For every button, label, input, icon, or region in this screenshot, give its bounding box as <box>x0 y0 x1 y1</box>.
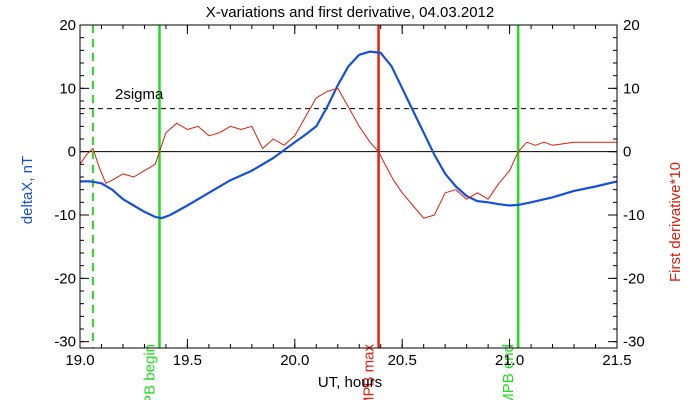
x-tick-label: 19.0 <box>65 352 94 369</box>
plot-frame <box>79 24 618 349</box>
y-tick-label-right: -10 <box>623 207 645 224</box>
axes-layer: 19.0 19.5 20.0 20.5 21.0 21.5 20 20 10 10 0 0 -10 -10… <box>54 17 644 369</box>
plot-layer <box>80 108 617 153</box>
x-tick-label: 20.5 <box>388 352 417 369</box>
marker-label: MPB begin <box>141 344 158 400</box>
y-tick-label-left: -10 <box>54 207 76 224</box>
x-tick-label: 20.0 <box>280 352 309 369</box>
marker-layer: MPB begin MPB max MPB end <box>91 25 520 400</box>
chart-title: X-variations and first derivative, 04.03… <box>206 4 495 21</box>
marker-label: MPB end <box>500 344 517 400</box>
y-tick-label-left: -30 <box>54 334 76 351</box>
x-tick-label: 21.5 <box>602 352 631 369</box>
x-tick-label: 21.0 <box>495 352 524 369</box>
y-tick-label-right: 0 <box>623 144 631 161</box>
y-tick-label-right: 20 <box>623 17 640 34</box>
y-tick-label-left: 0 <box>68 144 76 161</box>
y-tick-label-left: 10 <box>59 80 76 97</box>
series-line-derivative <box>79 87 617 219</box>
series-line-deltax <box>80 50 618 220</box>
y-tick-label-left: -20 <box>54 270 76 287</box>
threshold-label: 2sigma <box>115 86 164 103</box>
y-tick-label-right: -20 <box>623 270 645 287</box>
marker-label: MPB max <box>361 344 378 400</box>
x-tick-label: 19.5 <box>173 352 202 369</box>
y-tick-label-right: 10 <box>623 80 640 97</box>
series-layer <box>79 50 618 220</box>
y-tick-label-left: 20 <box>59 17 76 34</box>
x-axis-label: UT, hours <box>318 374 382 391</box>
y-axis-label-left: deltaX, nT <box>19 156 36 224</box>
y-axis-label-right: First derivative*10 <box>667 162 684 282</box>
y-tick-label-right: -30 <box>623 334 645 351</box>
